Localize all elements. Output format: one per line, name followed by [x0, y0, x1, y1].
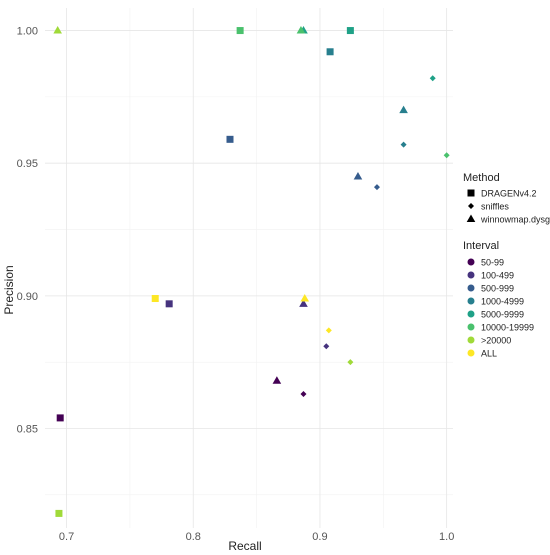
x-tick-label: 0.8 — [186, 531, 201, 543]
data-point — [443, 152, 450, 159]
y-axis-ticks: 0.85 0.90 0.95 1.00 — [17, 26, 38, 436]
legend-interval-key — [467, 297, 475, 305]
legend-method-label: sniffles — [481, 202, 509, 212]
data-point — [373, 184, 380, 191]
data-point — [300, 391, 307, 398]
legend-interval-label: 500-999 — [481, 284, 514, 294]
data-point — [346, 27, 354, 35]
x-tick-label: 0.9 — [312, 531, 327, 543]
data-point — [400, 141, 407, 148]
data-point — [299, 299, 308, 307]
grid — [45, 8, 453, 528]
legend-method-key — [467, 189, 475, 197]
legend-interval-key — [467, 258, 475, 266]
y-tick-label: 0.85 — [17, 424, 38, 436]
legend-intervals: 50-99 100-499 500-999 1000-4999 5000-9999 100… — [467, 258, 534, 359]
data-point — [353, 171, 363, 180]
data-point — [347, 359, 354, 366]
legend-method-label: winnowmap.dysgu — [480, 215, 550, 225]
data-point — [296, 26, 306, 34]
data-point — [56, 414, 64, 422]
data-point — [55, 509, 63, 517]
legend-interval-label: >20000 — [481, 336, 511, 346]
data-point — [325, 327, 332, 334]
data-point — [53, 26, 62, 34]
legend-interval-label: 10000-19999 — [481, 323, 534, 333]
data-point — [226, 135, 234, 143]
legend-interval-label: 100-499 — [481, 271, 514, 281]
legend-interval-key — [467, 271, 475, 279]
data-point — [300, 294, 310, 302]
data-point — [326, 48, 334, 56]
legend-interval-label: ALL — [481, 349, 497, 359]
legend-interval-label: 50-99 — [481, 258, 504, 268]
legend-methods: DRAGENv4.2 sniffles winnowmap.dysgu — [466, 189, 550, 225]
legend-method-label: DRAGENv4.2 — [481, 189, 537, 199]
x-axis-ticks: 0.7 0.8 0.9 1.0 — [59, 531, 454, 543]
legend-interval-key — [467, 310, 475, 318]
data-point — [165, 300, 173, 308]
legend-interval-key — [467, 336, 475, 344]
data-points — [53, 26, 450, 517]
data-point — [323, 343, 330, 350]
data-point — [236, 27, 244, 35]
legend-interval-key — [467, 323, 475, 331]
data-point — [399, 105, 408, 114]
y-axis-title: Precision — [2, 265, 16, 314]
legend-interval-title: Interval — [463, 240, 499, 252]
y-tick-label: 0.95 — [17, 158, 38, 170]
legend: Method DRAGENv4.2 sniffles winnowmap.dysgu… — [463, 172, 550, 359]
legend-interval-label: 1000-4999 — [481, 297, 524, 307]
data-point — [151, 295, 159, 303]
data-point — [429, 75, 436, 82]
legend-method-key — [466, 214, 476, 222]
legend-method-key — [468, 203, 474, 209]
legend-interval-key — [467, 284, 475, 292]
x-axis-title: Recall — [228, 539, 261, 553]
y-tick-label: 1.00 — [17, 26, 38, 38]
x-tick-label: 1.0 — [439, 531, 454, 543]
y-tick-label: 0.90 — [17, 291, 38, 303]
legend-interval-label: 5000-9999 — [481, 310, 524, 320]
legend-interval-key — [467, 349, 475, 357]
data-point — [272, 376, 282, 384]
legend-method-title: Method — [463, 172, 500, 184]
x-tick-label: 0.7 — [59, 531, 74, 543]
